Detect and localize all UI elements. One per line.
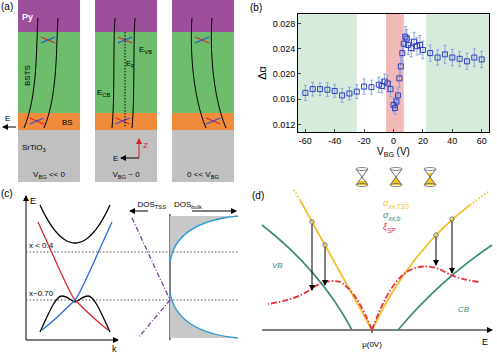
- svg-text:DOSTSS: DOSTSS: [137, 200, 166, 210]
- svg-text:E: E: [30, 196, 36, 206]
- svg-text:VB: VB: [272, 261, 283, 270]
- svg-text:VBG << 0: VBG << 0: [33, 170, 65, 180]
- svg-text:σxx,b: σxx,b: [383, 210, 401, 222]
- svg-text:Py: Py: [22, 12, 33, 22]
- svg-text:x~0.70: x~0.70: [29, 289, 54, 298]
- svg-text:60: 60: [477, 136, 487, 146]
- svg-text:k: k: [112, 344, 117, 354]
- svg-text:Z: Z: [143, 141, 148, 150]
- svg-text:CB: CB: [458, 305, 470, 314]
- svg-text:EVB: EVB: [139, 45, 152, 55]
- svg-text:BSTS: BSTS: [23, 65, 32, 86]
- svg-text:μ(0V): μ(0V): [362, 340, 382, 349]
- svg-text:EF: EF: [126, 59, 135, 69]
- svg-text:ECB: ECB: [97, 88, 110, 98]
- svg-text:0.024: 0.024: [273, 44, 296, 54]
- svg-text:σxx,TSS: σxx,TSS: [383, 198, 410, 210]
- svg-text:(d): (d): [252, 190, 264, 201]
- svg-text:0.012: 0.012: [273, 120, 296, 130]
- svg-text:0 << VBG: 0 << VBG: [187, 170, 219, 180]
- svg-text:BS: BS: [62, 118, 73, 127]
- svg-text:(c): (c): [1, 188, 13, 199]
- svg-text:-40: -40: [328, 136, 341, 146]
- svg-text:E: E: [113, 154, 118, 163]
- svg-text:0: 0: [391, 136, 396, 146]
- svg-text:E: E: [5, 114, 10, 123]
- svg-text:Δα: Δα: [256, 66, 268, 80]
- svg-text:40: 40: [447, 136, 457, 146]
- svg-text:0.016: 0.016: [273, 94, 296, 104]
- svg-text:x < 0.4: x < 0.4: [29, 241, 54, 250]
- svg-text:-60: -60: [299, 136, 312, 146]
- svg-text:V​BG​ (V): V​BG​ (V): [377, 146, 410, 158]
- svg-text:DOSbulk: DOSbulk: [174, 200, 202, 210]
- svg-text:(a): (a): [1, 1, 13, 12]
- svg-text:ξSP: ξSP: [383, 222, 396, 234]
- svg-text:VBG ~ 0: VBG ~ 0: [112, 170, 140, 180]
- svg-text:E: E: [482, 337, 488, 347]
- svg-text:SrTiO3: SrTiO3: [22, 143, 46, 153]
- svg-text:20: 20: [418, 136, 428, 146]
- svg-text:(b): (b): [250, 2, 262, 13]
- svg-text:-20: -20: [358, 136, 371, 146]
- svg-text:0.020: 0.020: [273, 69, 296, 79]
- svg-text:0.028: 0.028: [273, 19, 296, 29]
